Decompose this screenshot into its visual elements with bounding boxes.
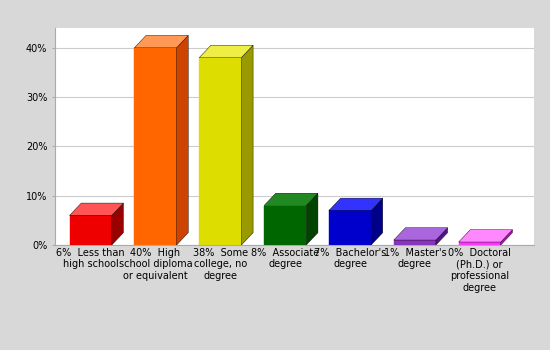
Polygon shape <box>70 203 123 215</box>
Polygon shape <box>459 230 513 242</box>
Polygon shape <box>264 193 318 205</box>
Polygon shape <box>500 230 513 245</box>
Polygon shape <box>436 228 448 245</box>
Polygon shape <box>394 228 448 240</box>
Bar <box>199 58 241 245</box>
Bar <box>70 215 112 245</box>
Polygon shape <box>112 203 123 245</box>
Polygon shape <box>241 45 253 245</box>
Polygon shape <box>306 193 318 245</box>
Polygon shape <box>177 35 188 245</box>
Bar <box>459 242 500 245</box>
Polygon shape <box>199 45 253 58</box>
Bar <box>264 205 306 245</box>
Polygon shape <box>134 35 188 48</box>
Bar <box>134 48 177 245</box>
Polygon shape <box>371 198 383 245</box>
Bar <box>394 240 436 245</box>
Polygon shape <box>329 198 383 210</box>
Bar <box>329 210 371 245</box>
